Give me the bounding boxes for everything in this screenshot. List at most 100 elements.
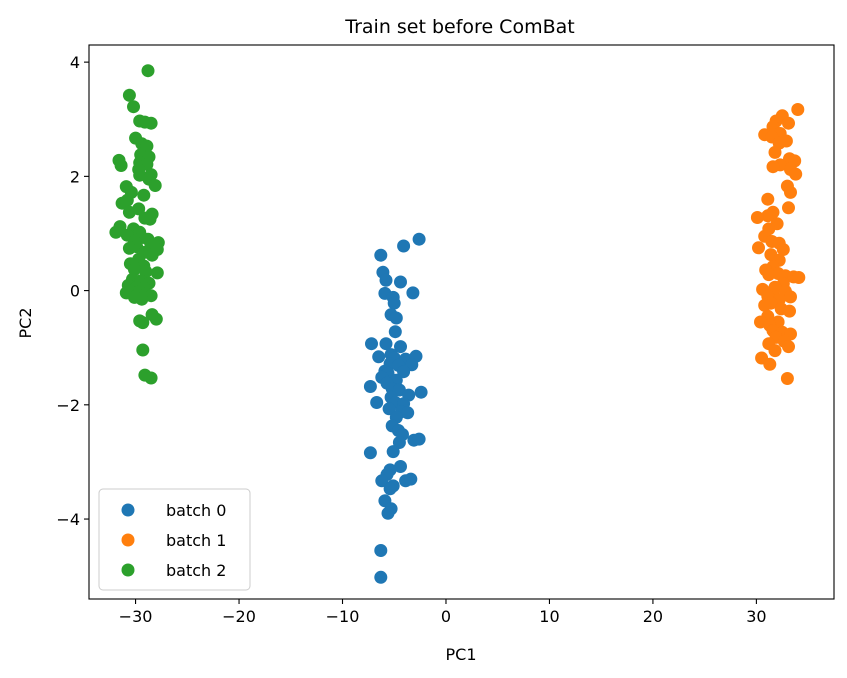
- legend-label: batch 2: [166, 561, 226, 580]
- y-tick-label: −4: [56, 510, 80, 529]
- data-point: [766, 160, 780, 174]
- data-point: [137, 188, 151, 202]
- data-point: [397, 239, 411, 253]
- data-point: [784, 290, 797, 304]
- y-tick-label: −2: [56, 396, 80, 415]
- data-point: [143, 212, 157, 226]
- data-point: [412, 232, 426, 246]
- data-point: [768, 145, 782, 159]
- data-point: [365, 337, 378, 351]
- data-point: [122, 241, 136, 255]
- legend-marker: [121, 533, 135, 547]
- legend-label: batch 1: [166, 531, 226, 550]
- legend-entries: batch 0 batch 1 batch 2: [121, 501, 226, 580]
- series-2: [109, 64, 165, 385]
- data-point: [127, 100, 140, 114]
- data-point: [404, 472, 418, 486]
- data-point: [392, 436, 406, 449]
- x-axis-label: PC1: [446, 645, 477, 664]
- data-point: [783, 304, 796, 318]
- y-tick-label: 4: [70, 53, 80, 72]
- data-point: [388, 325, 402, 339]
- data-point: [149, 312, 163, 326]
- data-point: [136, 343, 150, 357]
- data-point: [784, 185, 797, 199]
- data-point: [381, 506, 395, 520]
- data-point: [394, 460, 407, 473]
- data-point: [150, 266, 164, 280]
- data-point: [761, 209, 775, 223]
- data-point: [374, 570, 388, 584]
- data-point: [144, 371, 158, 385]
- data-point: [141, 64, 155, 78]
- plot-frame: [88, 44, 835, 600]
- data-point: [383, 482, 397, 496]
- data-point: [114, 159, 128, 172]
- y-axis: −4 −2 0 2 4: [56, 53, 89, 529]
- data-point: [363, 380, 377, 393]
- data-point: [397, 365, 411, 379]
- data-point: [761, 192, 775, 206]
- data-point: [389, 311, 403, 325]
- y-axis-label: PC2: [16, 308, 35, 339]
- x-tick-label: −30: [119, 607, 153, 626]
- y-tick-label: 0: [70, 282, 80, 301]
- legend-marker: [121, 503, 135, 517]
- y-tick-label: 2: [70, 167, 80, 186]
- data-point: [144, 116, 158, 130]
- x-tick-label: 0: [441, 607, 451, 626]
- data-point: [135, 292, 149, 306]
- legend: batch 0 batch 1 batch 2: [98, 488, 251, 591]
- x-tick-label: 10: [539, 607, 559, 626]
- data-point: [762, 268, 776, 282]
- data-point: [782, 340, 795, 354]
- x-tick-label: 30: [746, 607, 766, 626]
- data-point: [758, 298, 772, 312]
- data-point: [387, 296, 401, 310]
- data-point: [128, 263, 141, 276]
- series-1: [750, 103, 806, 385]
- data-point: [752, 241, 765, 255]
- data-point: [780, 372, 794, 385]
- data-point: [782, 116, 795, 130]
- data-point: [776, 243, 790, 256]
- data-point: [763, 357, 777, 371]
- data-point: [791, 103, 805, 116]
- legend-marker: [121, 563, 135, 577]
- data-points: [109, 64, 806, 584]
- data-point: [768, 344, 782, 358]
- legend-label: batch 0: [166, 501, 226, 520]
- x-tick-label: −20: [222, 607, 256, 626]
- data-point: [148, 179, 162, 192]
- data-point: [386, 445, 400, 459]
- data-point: [372, 350, 386, 364]
- data-point: [412, 432, 426, 446]
- x-tick-label: 20: [643, 607, 663, 626]
- data-point: [363, 446, 377, 460]
- data-point: [375, 474, 389, 488]
- data-point: [115, 196, 129, 210]
- x-tick-label: −10: [326, 607, 360, 626]
- data-point: [406, 286, 420, 300]
- data-point: [145, 248, 159, 262]
- data-point: [379, 337, 393, 351]
- data-point: [792, 271, 806, 284]
- data-point: [789, 167, 803, 181]
- data-point: [379, 273, 393, 287]
- data-point: [370, 396, 384, 409]
- x-axis: −30 −20 −10 0 10 20 30: [119, 599, 767, 626]
- data-point: [394, 340, 407, 354]
- data-point: [109, 225, 123, 239]
- data-point: [374, 544, 388, 557]
- data-point: [782, 201, 795, 215]
- data-point: [382, 402, 396, 416]
- chart-title: Train set before ComBat: [344, 16, 574, 38]
- data-point: [750, 211, 764, 224]
- data-point: [136, 316, 150, 330]
- data-point: [374, 248, 388, 262]
- data-point: [122, 88, 136, 102]
- data-point: [401, 406, 415, 420]
- legend-box: [98, 488, 251, 591]
- series-0: [363, 232, 428, 584]
